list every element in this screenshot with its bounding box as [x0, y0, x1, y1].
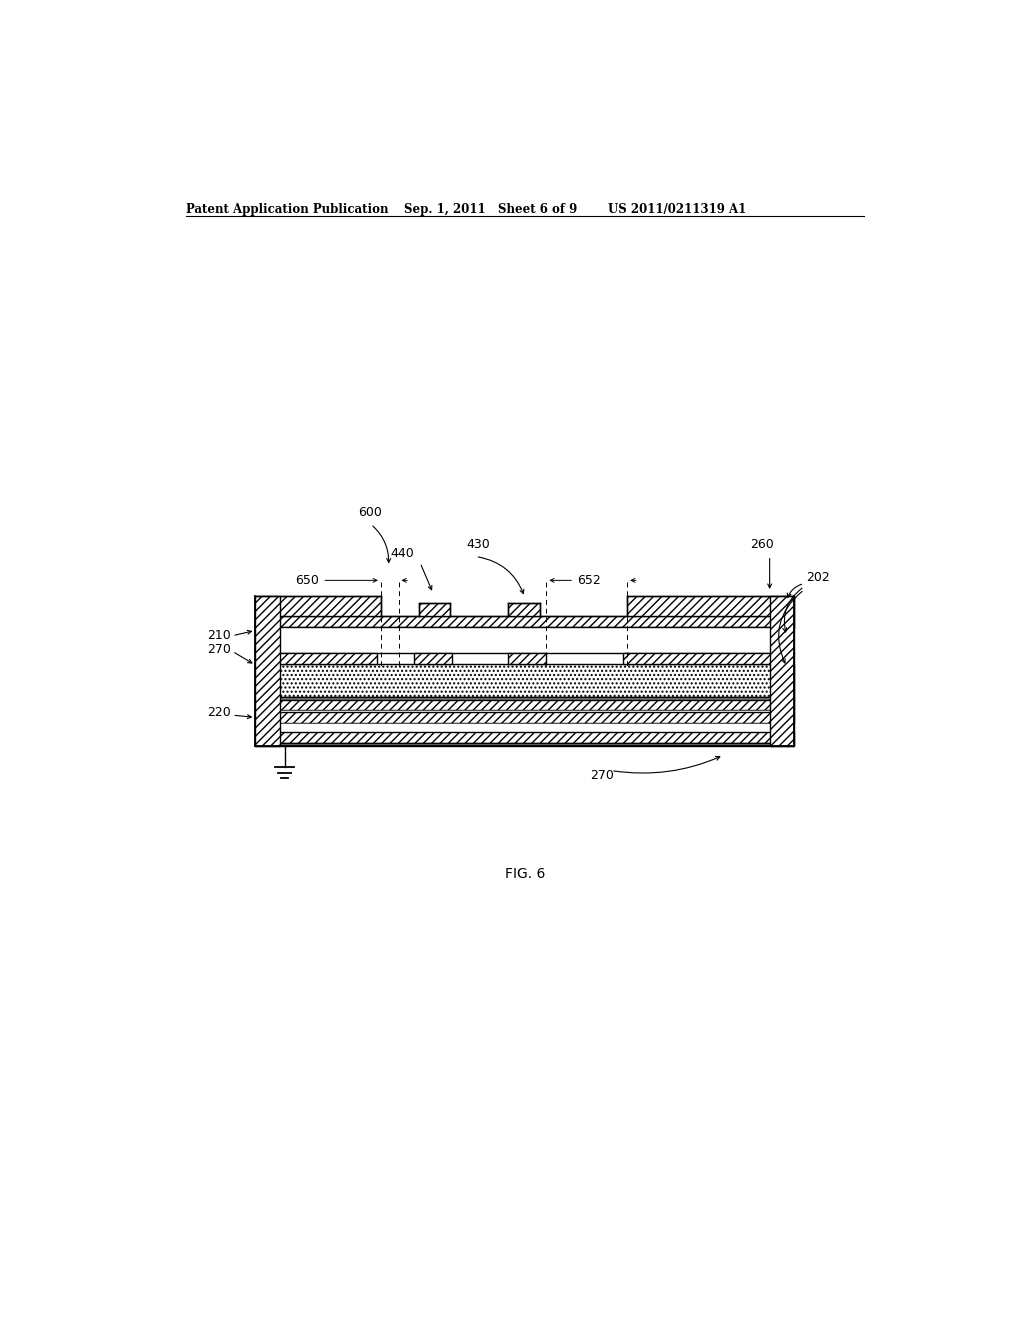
FancyArrowPatch shape	[234, 652, 252, 663]
FancyArrowPatch shape	[234, 714, 251, 718]
Text: 210: 210	[207, 630, 230, 643]
Bar	[628, 595, 795, 615]
Bar	[414, 653, 453, 664]
Text: 220: 220	[207, 706, 230, 719]
Bar	[255, 711, 795, 723]
Bar	[255, 733, 795, 743]
Bar	[255, 616, 795, 627]
Text: 440: 440	[390, 546, 414, 560]
Bar	[255, 595, 381, 615]
Bar	[255, 697, 795, 700]
Text: 652: 652	[578, 574, 601, 587]
Bar	[624, 653, 791, 664]
Bar	[419, 603, 451, 615]
Text: Patent Application Publication: Patent Application Publication	[186, 203, 388, 216]
FancyArrowPatch shape	[787, 585, 802, 598]
FancyArrowPatch shape	[613, 756, 720, 774]
Bar	[508, 653, 547, 664]
Bar	[508, 603, 541, 615]
Bar	[259, 653, 377, 664]
Text: FIG. 6: FIG. 6	[505, 867, 545, 882]
Bar	[255, 743, 795, 746]
FancyArrowPatch shape	[234, 631, 251, 635]
FancyArrowPatch shape	[373, 525, 391, 562]
Text: US 2011/0211319 A1: US 2011/0211319 A1	[608, 203, 746, 216]
Bar	[255, 615, 795, 746]
FancyArrowPatch shape	[478, 557, 524, 594]
Bar	[770, 595, 795, 746]
Text: 202: 202	[807, 570, 830, 583]
Bar	[255, 595, 280, 746]
FancyArrowPatch shape	[783, 589, 802, 632]
Text: 270: 270	[207, 643, 230, 656]
FancyArrowPatch shape	[421, 565, 432, 590]
Bar	[255, 664, 795, 697]
Text: 650: 650	[295, 574, 319, 587]
Text: 270: 270	[590, 770, 614, 781]
Bar	[255, 723, 795, 733]
Bar	[255, 710, 795, 711]
FancyArrowPatch shape	[768, 558, 772, 587]
Text: 600: 600	[357, 506, 382, 519]
Bar	[255, 700, 795, 710]
Text: 430: 430	[466, 539, 490, 552]
Text: 260: 260	[751, 539, 774, 552]
Text: Sep. 1, 2011   Sheet 6 of 9: Sep. 1, 2011 Sheet 6 of 9	[403, 203, 578, 216]
FancyArrowPatch shape	[778, 591, 802, 663]
Bar	[255, 627, 795, 653]
